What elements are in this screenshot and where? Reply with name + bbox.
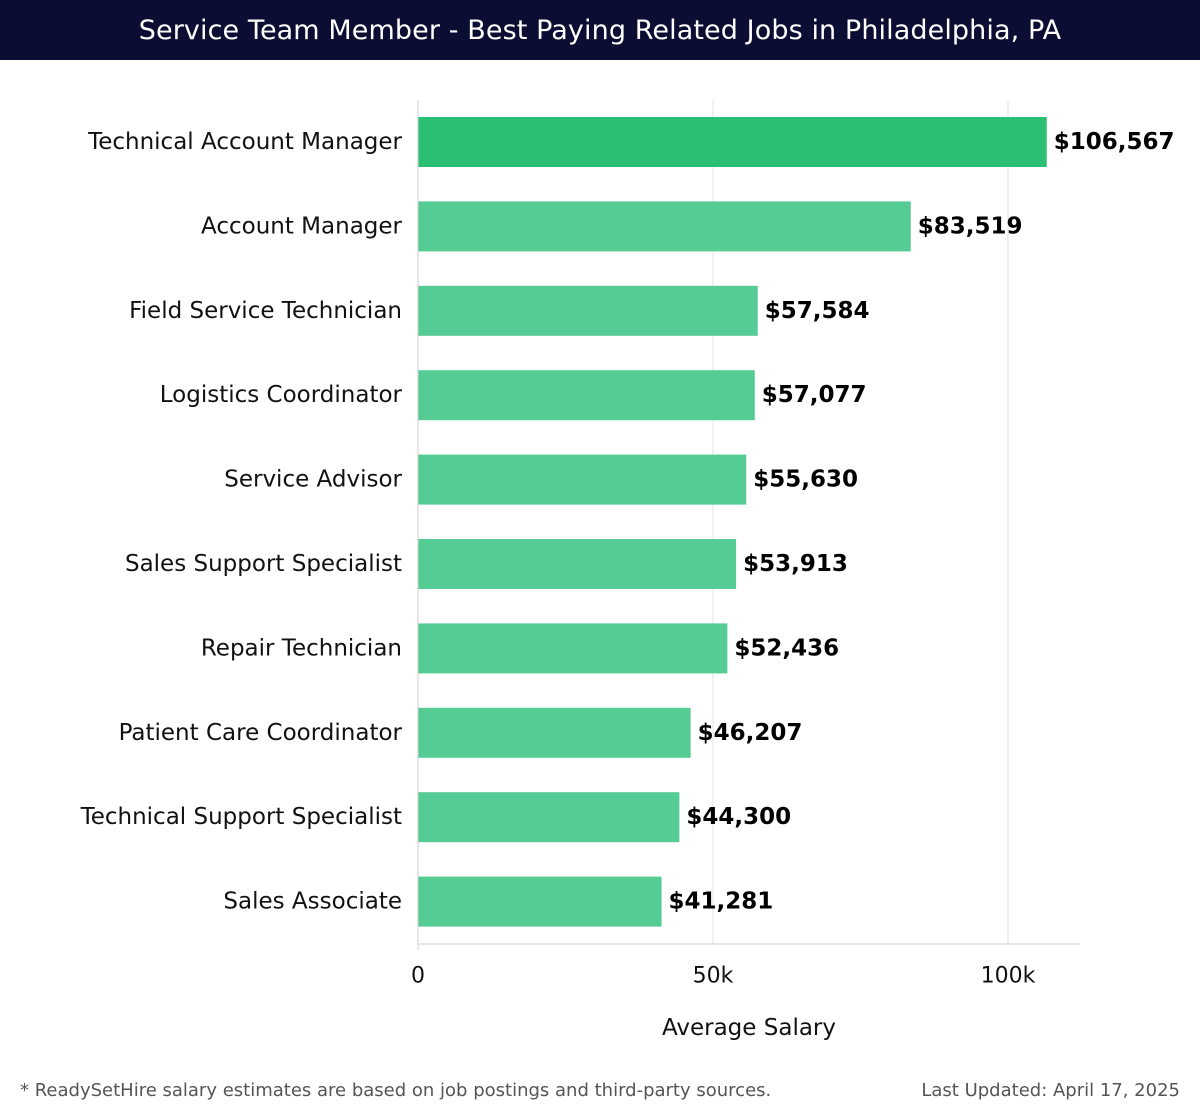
category-label: Patient Care Coordinator: [119, 720, 403, 746]
category-label: Technical Account Manager: [87, 129, 402, 155]
x-axis-title: Average Salary: [662, 1015, 836, 1041]
category-label: Account Manager: [201, 213, 403, 239]
tick-label: 0: [411, 964, 425, 989]
chart-title: Service Team Member - Best Paying Relate…: [138, 14, 1062, 46]
value-label: $53,913: [743, 551, 848, 577]
bar: [418, 539, 737, 589]
value-label: $83,519: [918, 213, 1023, 239]
category-label: Service Advisor: [224, 467, 402, 493]
category-label: Sales Associate: [223, 889, 402, 915]
category-label: Sales Support Specialist: [125, 551, 402, 577]
value-label: $57,584: [765, 298, 870, 324]
bar: [418, 117, 1047, 167]
tick-label: 50k: [693, 964, 734, 989]
bar: [418, 623, 728, 674]
footer-note: * ReadySetHire salary estimates are base…: [20, 1080, 772, 1101]
value-label: $52,436: [734, 635, 839, 661]
tick-label: 100k: [981, 964, 1036, 989]
value-label: $44,300: [686, 804, 791, 830]
category-label: Logistics Coordinator: [160, 382, 403, 408]
category-label: Technical Support Specialist: [80, 804, 402, 830]
last-updated: Last Updated: April 17, 2025: [921, 1080, 1180, 1101]
bar-chart: Technical Account Manager $106,567 Account…: [80, 100, 1175, 1041]
bar: [418, 876, 662, 927]
value-label: $41,281: [669, 889, 774, 915]
bar: [418, 792, 680, 843]
bar: [418, 454, 747, 505]
bar: [418, 370, 755, 421]
value-label: $57,077: [762, 382, 867, 408]
value-label: $106,567: [1054, 129, 1175, 155]
bar: [418, 285, 758, 336]
bar: [418, 201, 911, 252]
bar: [418, 707, 691, 758]
value-label: $46,207: [698, 720, 803, 746]
value-label: $55,630: [753, 467, 858, 493]
title-bar: Service Team Member - Best Paying Relate…: [0, 0, 1200, 60]
category-label: Repair Technician: [201, 635, 402, 661]
category-label: Field Service Technician: [129, 298, 402, 324]
